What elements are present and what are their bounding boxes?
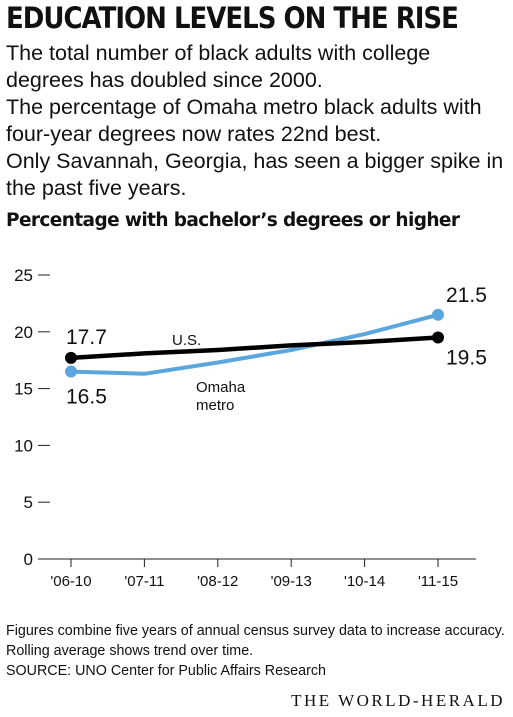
x-tick-label: '06-10 [50, 573, 91, 590]
x-axis: '06-10 '07-11 '08-12 '09-13 '10-14 '11-15 [38, 558, 476, 590]
y-tick-label: 0 [24, 550, 33, 569]
x-tick-label: '08-12 [197, 573, 238, 590]
intro-text: The total number of black adults with co… [6, 40, 506, 202]
publisher-credit: THE WORLD-HERALD [291, 691, 505, 710]
us-start-point [65, 351, 77, 364]
line-chart: 0 5 10 15 20 25 '06-10 '07-11 '08-12 '09-13 '10-1… [14, 266, 487, 590]
omaha-end-point [432, 308, 444, 321]
omaha-end-label: 21.5 [446, 284, 487, 307]
us-series-name: U.S. [172, 332, 201, 349]
y-tick-label: 5 [24, 493, 33, 512]
source-line: SOURCE: UNO Center for Public Affairs Re… [6, 663, 326, 679]
series-lines [65, 308, 444, 378]
omaha-start-label: 16.5 [66, 386, 107, 409]
y-axis: 0 5 10 15 20 25 [14, 266, 50, 569]
chart-notes: Figures combine five years of annual cen… [6, 621, 511, 681]
x-tick-label: '11-15 [418, 573, 458, 590]
y-tick-label: 10 [14, 436, 33, 455]
headline: EDUCATION LEVELS ON THE RISE [6, 2, 459, 36]
omaha-series-line [69, 312, 440, 376]
us-end-point [432, 331, 444, 344]
omaha-series-name: Omaha [196, 379, 246, 396]
footnote: Figures combine five years of annual cen… [6, 623, 505, 659]
chart-title: Percentage with bachelor’s degrees or hi… [6, 210, 460, 231]
omaha-series-name: metro [196, 397, 234, 414]
intro-paragraph: Only Savannah, Georgia, has seen a bigge… [6, 149, 504, 200]
y-tick-label: 20 [14, 323, 33, 342]
us-end-label: 19.5 [446, 346, 487, 369]
us-series-line [68, 335, 441, 361]
y-tick-label: 15 [14, 380, 33, 399]
us-start-label: 17.7 [66, 326, 107, 349]
x-tick-label: '09-13 [271, 573, 312, 590]
x-tick-label: '07-11 [124, 573, 164, 590]
x-tick-label: '10-14 [344, 573, 385, 590]
omaha-start-point [65, 365, 77, 378]
intro-paragraph: The total number of black adults with co… [6, 41, 431, 92]
intro-paragraph: The percentage of Omaha metro black adul… [6, 95, 482, 146]
y-tick-label: 25 [14, 266, 33, 285]
